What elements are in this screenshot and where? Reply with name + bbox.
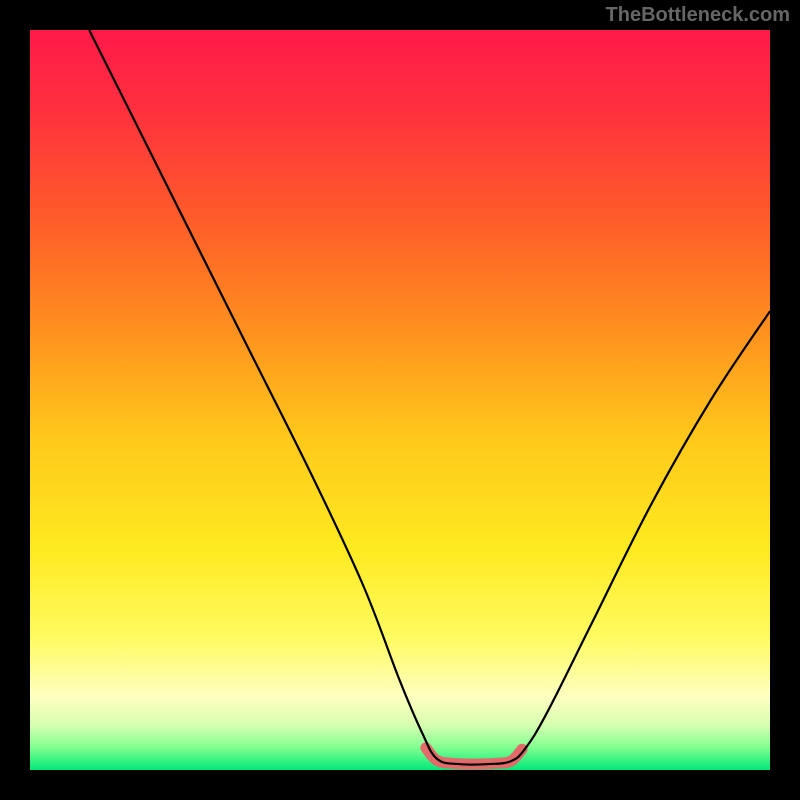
chart-container: TheBottleneck.com xyxy=(0,0,800,800)
plot-svg xyxy=(30,30,770,770)
plot-background xyxy=(30,30,770,770)
watermark-text: TheBottleneck.com xyxy=(606,4,790,27)
plot-area xyxy=(30,30,770,770)
